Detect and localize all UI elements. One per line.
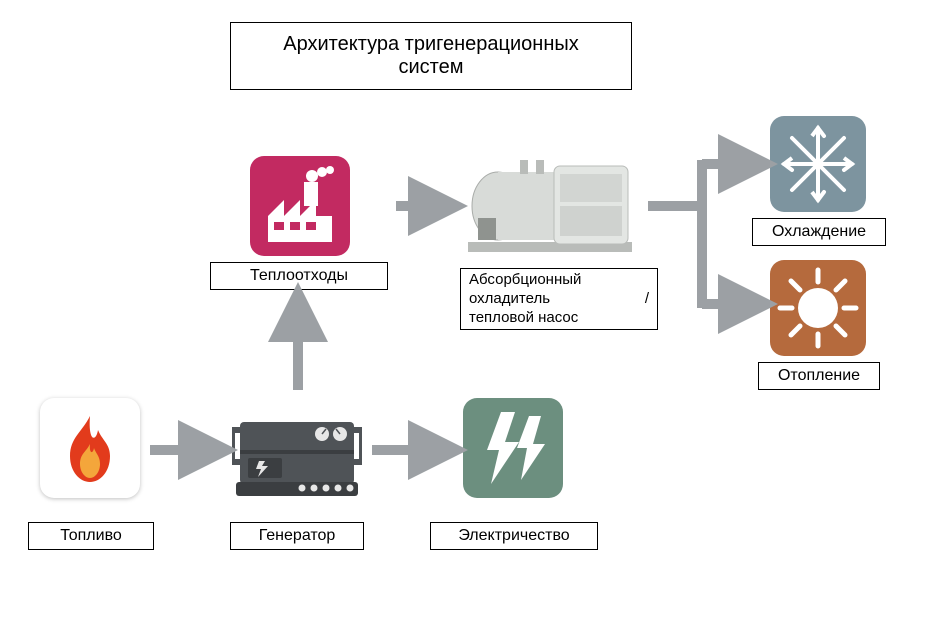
arrows-layer [0,0,940,622]
